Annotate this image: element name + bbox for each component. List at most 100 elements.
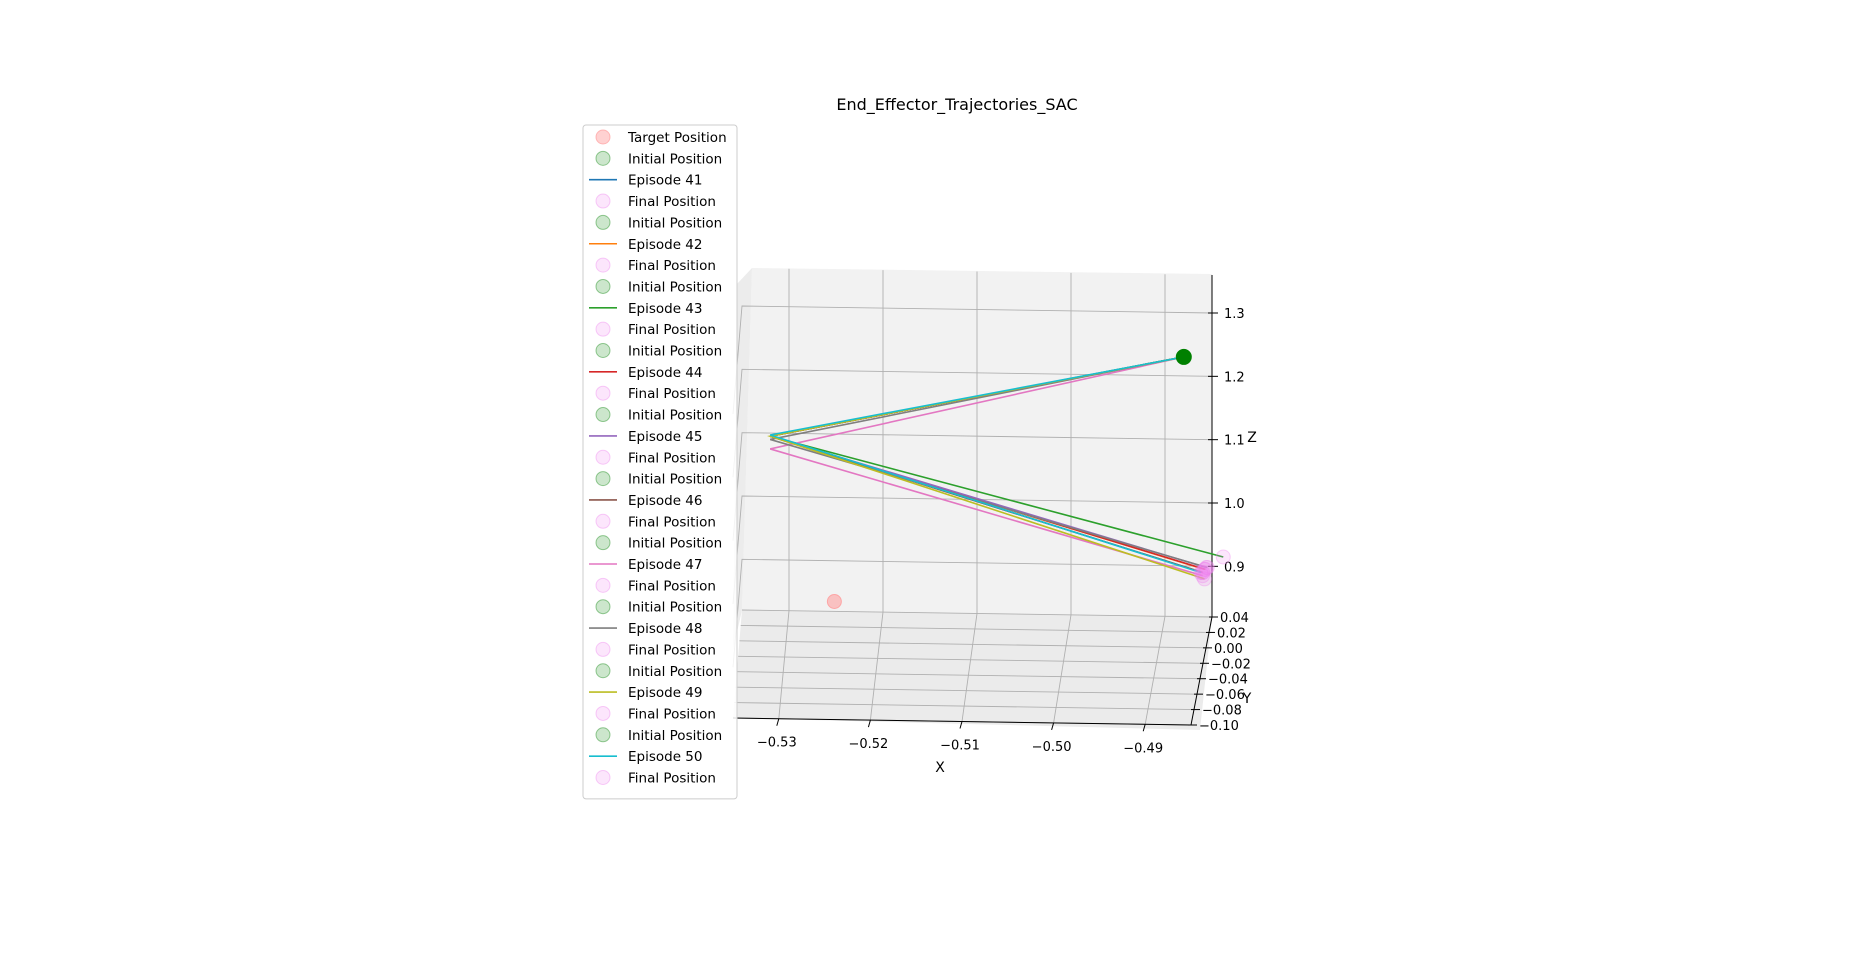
legend-marker-swatch [595,727,611,743]
final-position-marker [1195,565,1211,581]
legend: Target Position Initial Position Episode 4… [582,124,738,800]
legend-marker-swatch [595,449,611,465]
legend-box [582,124,738,800]
z-tick-label: 1.2 [1224,370,1245,385]
legend-label: Initial Position [628,215,722,231]
legend-marker-swatch [595,129,611,145]
z-axis-label: Z [1247,430,1257,446]
trajectory-line [769,356,1203,577]
legend-label: Initial Position [628,472,722,488]
legend-label: Final Position [628,706,716,722]
x-tick-label: −0.49 [1123,741,1163,756]
y-tick-label: −0.10 [1199,719,1239,734]
x-tick-label: −0.51 [940,739,980,754]
legend-marker-swatch [595,385,611,401]
legend-label: Episode 47 [628,557,703,573]
legend-label: Final Position [628,578,716,594]
legend-label: Episode 41 [628,173,703,189]
final-position-marker [1199,560,1215,576]
legend-label: Final Position [628,194,716,210]
y-gridline [739,640,1207,649]
legend-marker-swatch [595,663,611,679]
legend-label: Initial Position [628,408,722,424]
final-position-marker [1196,561,1212,577]
y-tick-label: −0.08 [1202,704,1242,719]
x-tick [1142,724,1146,732]
legend-label: Final Position [628,450,716,466]
legend-marker-swatch [595,407,611,423]
x-axis-label: X [935,760,945,776]
y-gridline [736,671,1201,680]
x-tick-label: −0.52 [848,737,888,752]
legend-label: Episode 46 [628,493,703,509]
y-gridline [734,702,1195,711]
legend-label: Initial Position [628,728,722,744]
legend-label: Final Position [628,642,716,658]
left-pane [733,268,752,650]
y-gridline [735,686,1198,695]
y-tick-label: −0.02 [1211,657,1251,672]
initial-position-marker [1175,348,1192,365]
legend-marker-swatch [595,577,611,593]
floor-pane [733,610,1212,730]
trajectory-lines [767,356,1224,580]
trajectory-line [769,356,1208,569]
final-position-marker [1215,549,1231,565]
z-tick-label: 1.3 [1224,307,1245,322]
legend-label: Initial Position [628,279,722,295]
trajectory-line [769,356,1201,574]
legend-label: Episode 50 [628,749,703,765]
final-position-marker [1195,565,1211,581]
y-tick-label: −0.06 [1205,688,1245,703]
legend-label: Final Position [628,258,716,274]
legend-marker-swatch [595,278,611,294]
legend-label: Final Position [628,514,716,530]
legend-label: Initial Position [628,151,722,167]
legend-label: Episode 44 [628,365,703,381]
legend-label: Initial Position [628,536,722,552]
final-position-marker [1197,561,1213,577]
legend-marker-swatch [595,343,611,358]
final-position-marker [1195,568,1211,584]
y-axis-line [1190,616,1213,726]
legend-label: Final Position [628,322,716,338]
x-tick [867,719,871,728]
z-tick-label: 1.1 [1224,434,1245,449]
legend-label: Episode 43 [628,301,703,317]
x-tick-label: −0.53 [757,736,797,751]
final-position-marker [1196,571,1212,587]
legend-marker-swatch [595,257,611,273]
legend-marker-swatch [595,513,611,529]
legend-label: Final Position [628,771,716,787]
y-tick-label: 0.02 [1217,626,1246,641]
z-tick-label: 0.9 [1224,560,1245,575]
final-position-marker [1193,564,1209,580]
legend-label: Target Position [627,130,727,146]
legend-label: Initial Position [628,344,722,360]
legend-marker-swatch [595,770,611,785]
x-tick [1051,722,1055,731]
legend-label: Episode 45 [628,429,703,445]
tick-labels: −0.53 −0.52 −0.51 −0.50 −0.49 0.9 1.0 1.1 1.2 1.3… [757,307,1251,756]
legend-label: Episode 42 [628,237,703,253]
x-tick [776,718,780,726]
legend-marker-swatch [595,471,611,487]
legend-marker-swatch [595,214,611,230]
position-markers [826,348,1231,609]
legend-marker-swatch [595,535,611,551]
legend-label: Episode 49 [628,685,703,701]
legend-marker-swatch [595,193,611,209]
legend-label: Final Position [628,386,716,402]
y-tick-label: −0.04 [1208,673,1248,688]
legend-marker-swatch [595,641,611,657]
target-position-marker [826,593,842,609]
legend-label: Episode 48 [628,621,703,637]
chart-title: End_Effector_Trajectories_SAC [836,95,1077,115]
x-tick [959,721,963,729]
legend-marker-swatch [595,321,611,337]
y-tick-label: 0.04 [1220,611,1249,626]
x-tick-label: −0.50 [1032,740,1072,755]
legend-label: Initial Position [628,600,722,616]
y-axis-label: Y [1242,691,1252,707]
